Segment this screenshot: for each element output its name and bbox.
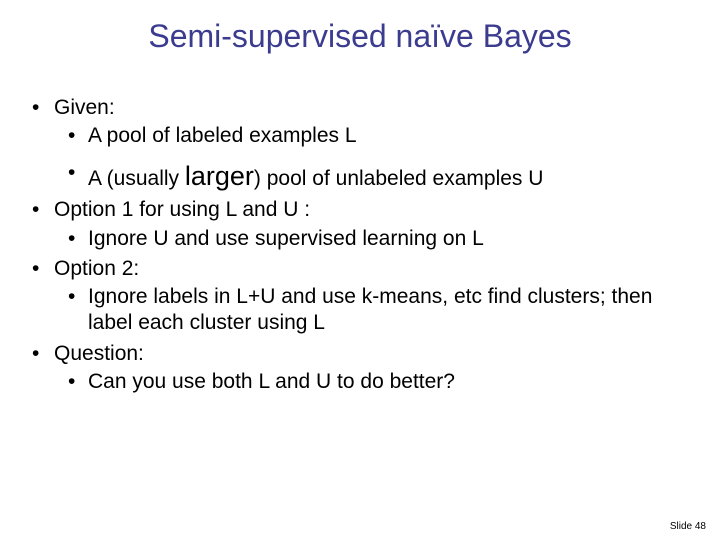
sub-bullet-text: Can you use both L and U to do better?: [88, 370, 455, 393]
slide-title: Semi-supervised naïve Bayes: [0, 0, 720, 65]
sub-list: Can you use both L and U to do better?: [54, 369, 692, 395]
sub-bullet: A (usually larger) pool of unlabeled exa…: [54, 160, 692, 194]
sub-bullet: Ignore labels in L+U and use k-means, et…: [54, 284, 692, 337]
slide-body: Given: A pool of labeled examples L A (u…: [0, 65, 720, 395]
sub-bullet-emph: larger: [185, 161, 254, 191]
bullet-text: Option 1 for using L and U :: [54, 198, 310, 221]
slide-number: Slide 48: [670, 521, 706, 532]
bullet-text: Question:: [54, 342, 144, 365]
sub-bullet-text: Ignore U and use supervised learning on …: [88, 227, 484, 250]
sub-bullet: A pool of labeled examples L: [54, 123, 692, 149]
sub-bullet: Can you use both L and U to do better?: [54, 369, 692, 395]
bullet-option2: Option 2: Ignore labels in L+U and use k…: [28, 256, 692, 337]
bullet-text: Option 2:: [54, 257, 139, 280]
sub-list: A pool of labeled examples L A (usually …: [54, 123, 692, 193]
bullet-option1: Option 1 for using L and U : Ignore U an…: [28, 197, 692, 252]
sub-list: Ignore labels in L+U and use k-means, et…: [54, 284, 692, 337]
bullet-text: Given:: [54, 96, 115, 119]
bullet-list: Given: A pool of labeled examples L A (u…: [28, 95, 692, 395]
sub-bullet-suffix: ) pool of unlabeled examples U: [254, 167, 544, 190]
slide: Semi-supervised naïve Bayes Given: A poo…: [0, 0, 720, 540]
sub-bullet-prefix: A (usually: [88, 167, 185, 190]
sub-list: Ignore U and use supervised learning on …: [54, 226, 692, 252]
sub-bullet: Ignore U and use supervised learning on …: [54, 226, 692, 252]
bullet-question: Question: Can you use both L and U to do…: [28, 341, 692, 396]
sub-bullet-text: A pool of labeled examples L: [88, 124, 357, 147]
bullet-given: Given: A pool of labeled examples L A (u…: [28, 95, 692, 193]
sub-bullet-text: Ignore labels in L+U and use k-means, et…: [88, 285, 652, 334]
